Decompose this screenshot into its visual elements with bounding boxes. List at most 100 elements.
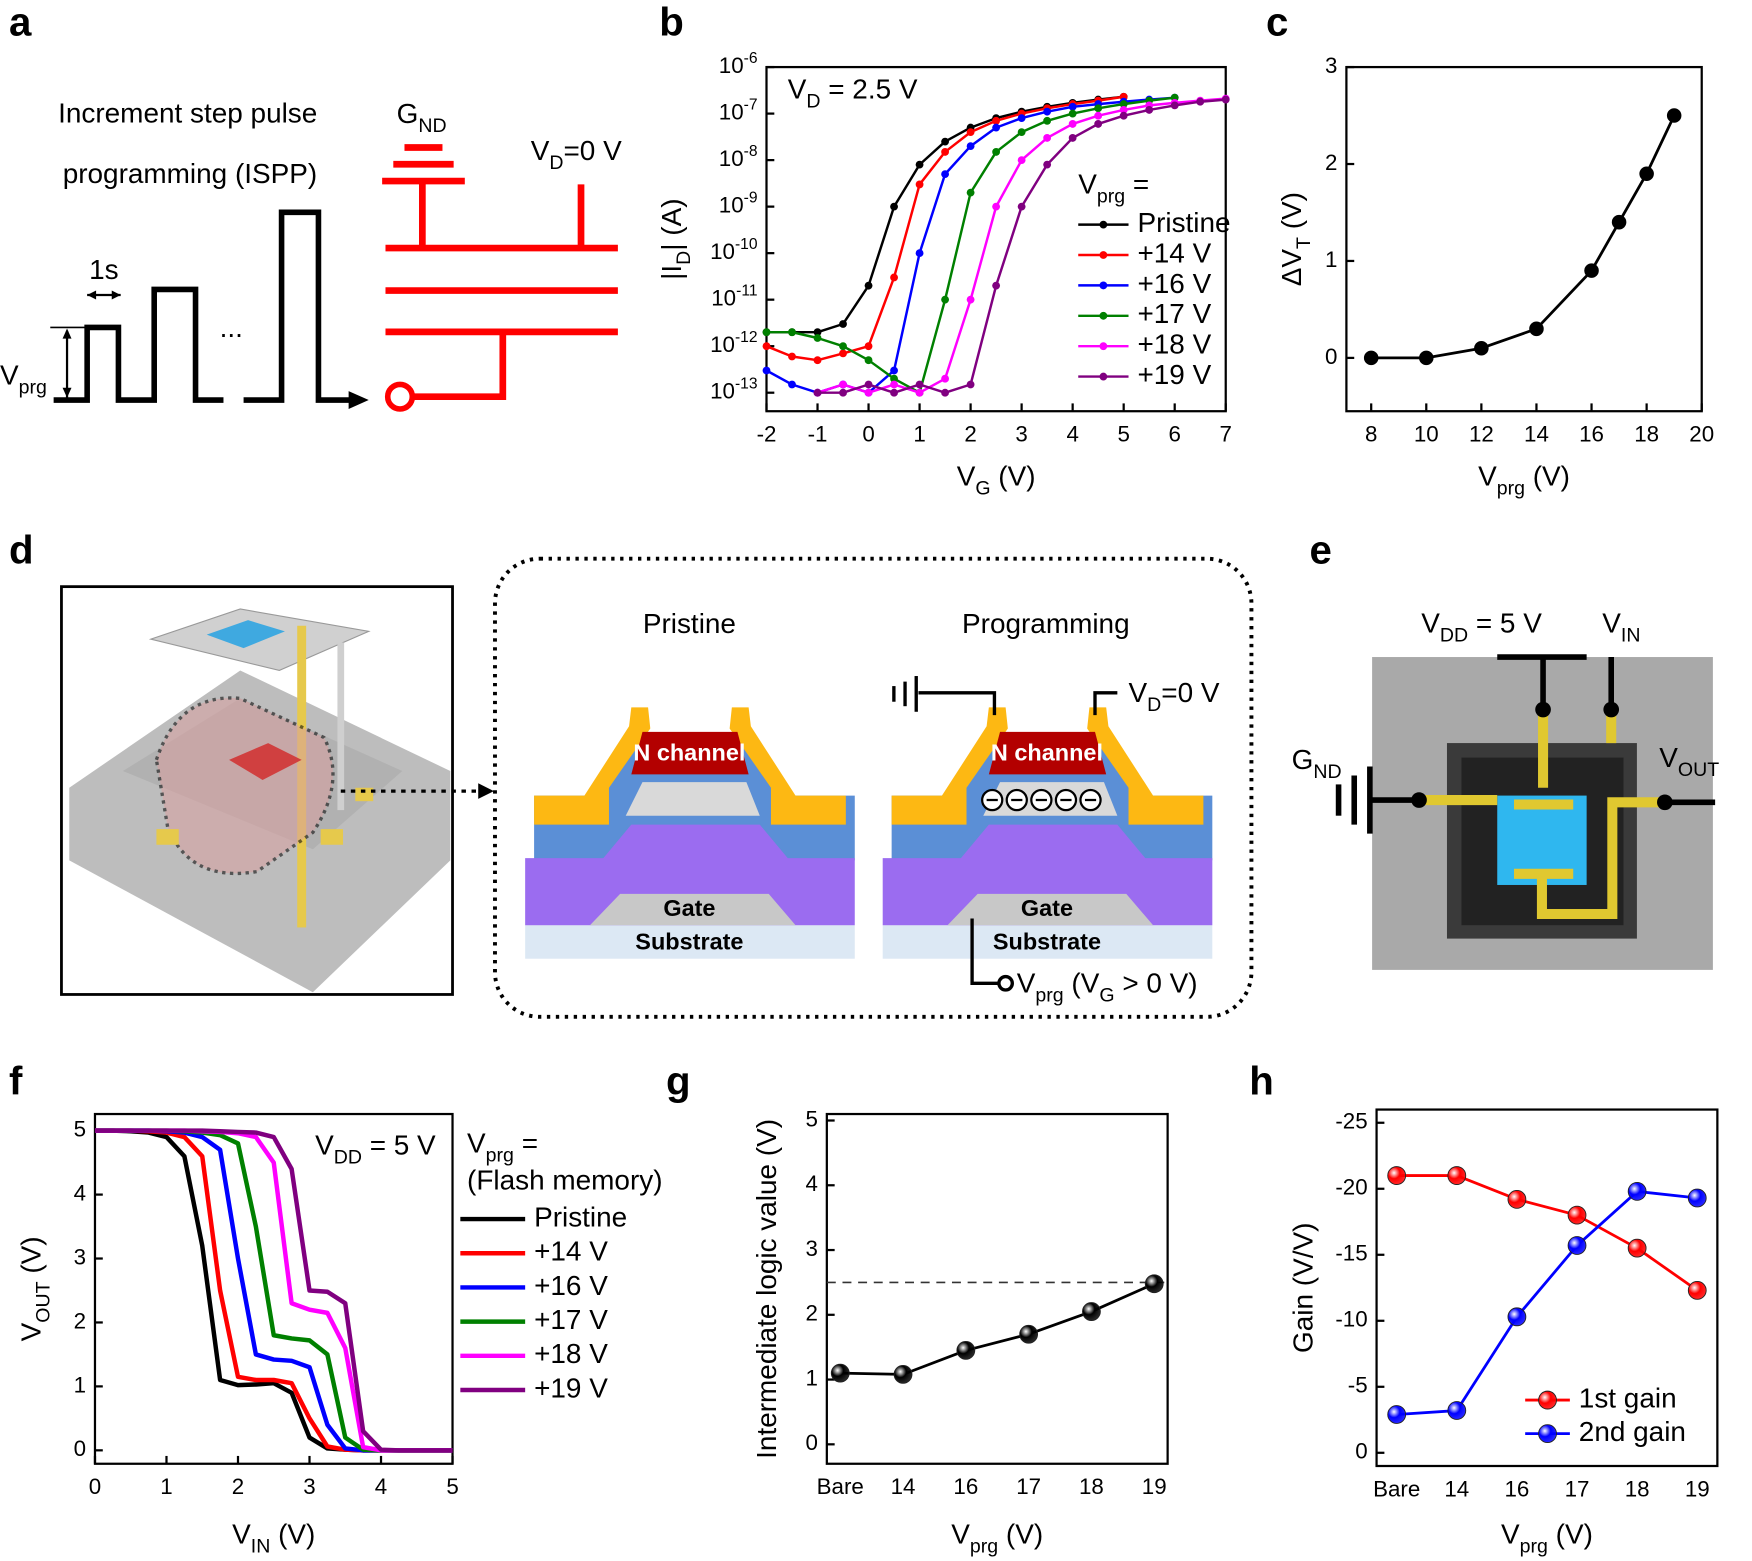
x-tick-label: 16 — [1579, 422, 1604, 447]
panel-label: e — [1310, 528, 1332, 573]
marker — [864, 356, 873, 365]
subscript: prg — [1035, 985, 1063, 1007]
marker — [941, 148, 949, 156]
y-tick-label: 4 — [74, 1180, 86, 1205]
drain-label: VD=0 V — [531, 135, 622, 174]
x-tick-label: 1 — [913, 422, 925, 447]
terminal — [1411, 792, 1427, 808]
y-tick-label: 5 — [74, 1117, 86, 1142]
plot-frame — [93, 1112, 454, 1465]
x-axis-label: Vprg (V) — [1478, 461, 1570, 500]
y-tick-label: 3 — [74, 1244, 86, 1269]
text-part: V — [1659, 742, 1678, 773]
marker — [1611, 214, 1627, 230]
source-electrode — [534, 707, 651, 825]
marker — [1119, 105, 1128, 114]
annotation: VD = 2.5 V — [788, 74, 918, 113]
legend-label: +19 V — [1137, 359, 1211, 390]
text-part: (V) — [1525, 461, 1570, 492]
marker — [1666, 108, 1682, 123]
marker — [839, 320, 847, 328]
text-part: = 2.5 V — [820, 74, 917, 105]
plot-frame — [765, 65, 1227, 413]
marker — [813, 334, 822, 342]
marker — [1419, 350, 1434, 366]
text-part: V — [1478, 461, 1497, 492]
marker — [966, 142, 975, 151]
text-part: 10 — [711, 286, 736, 311]
text-part: V — [951, 1519, 970, 1550]
y-tick-label: 10-11 — [711, 282, 757, 310]
arrow-head — [62, 387, 72, 398]
gate-bias-label: Vprg (VG > 0 V) — [1017, 968, 1198, 1007]
text-part: V — [232, 1519, 251, 1550]
legend-label: Pristine — [534, 1201, 627, 1232]
y-tick-label: 0 — [1355, 1439, 1367, 1464]
text-part: (V) — [991, 461, 1036, 492]
marker — [1567, 1236, 1587, 1255]
y-tick-label: 1 — [74, 1372, 86, 1397]
text-part: 10 — [710, 379, 735, 404]
substrate-label: Substrate — [635, 928, 743, 954]
marker — [1099, 372, 1108, 381]
highlight-region — [154, 696, 335, 876]
marker — [941, 170, 949, 179]
marker — [941, 295, 949, 304]
marker — [1584, 263, 1599, 278]
y-tick-label: 4 — [805, 1171, 817, 1196]
y-tick-label: 0 — [74, 1436, 86, 1461]
trapped-charges — [981, 788, 1102, 812]
text-part: 10 — [710, 239, 735, 264]
marker — [1221, 95, 1230, 104]
marker — [1017, 114, 1026, 123]
text-part: V — [315, 1130, 334, 1161]
marker — [1687, 1188, 1707, 1208]
x-tick-label: 4 — [375, 1474, 387, 1499]
subscript: prg — [1520, 1536, 1548, 1558]
marker — [1019, 1324, 1039, 1344]
text-part: (V) — [16, 1236, 47, 1281]
legend-label: +19 V — [534, 1372, 608, 1403]
subscript: prg — [1097, 186, 1125, 208]
x-tick-label: 10 — [1414, 422, 1439, 447]
channel-label: N channel — [633, 739, 745, 765]
marker — [966, 188, 975, 197]
legend-label: Pristine — [1137, 207, 1230, 238]
marker — [1099, 311, 1108, 320]
pad — [156, 829, 179, 845]
marker — [762, 342, 771, 351]
series-line — [94, 1128, 453, 1453]
y-tick-label: 1 — [805, 1365, 817, 1390]
subscript: IN — [251, 1536, 271, 1558]
marker — [1196, 97, 1205, 106]
legend-label: +18 V — [1137, 329, 1211, 360]
marker — [1447, 1166, 1467, 1185]
marker — [864, 342, 873, 351]
marker — [864, 380, 873, 389]
marker — [788, 328, 796, 337]
y-tick-label: -20 — [1335, 1175, 1367, 1200]
marker — [1094, 104, 1103, 113]
x-tick-label: 14 — [891, 1474, 916, 1499]
marker — [1687, 1281, 1707, 1300]
marker — [1538, 1390, 1557, 1410]
marker — [1068, 134, 1077, 142]
diagram-d: Pristine N channel Gate Substrate Progra… — [60, 556, 1254, 1019]
wire — [413, 331, 507, 401]
marker — [992, 281, 1001, 290]
top-device — [206, 620, 285, 649]
marker — [992, 148, 1001, 156]
marker — [813, 328, 822, 337]
wires — [1335, 654, 1716, 834]
gate-label: Gate — [663, 895, 715, 921]
text-part: = — [514, 1128, 538, 1159]
diagram-title: programming (ISPP) — [63, 158, 317, 189]
text-part: | (A) — [656, 198, 687, 250]
marker — [1387, 1166, 1407, 1185]
marker — [890, 374, 898, 383]
marker — [1145, 105, 1154, 114]
marker — [1043, 134, 1052, 142]
marker — [1068, 120, 1077, 128]
